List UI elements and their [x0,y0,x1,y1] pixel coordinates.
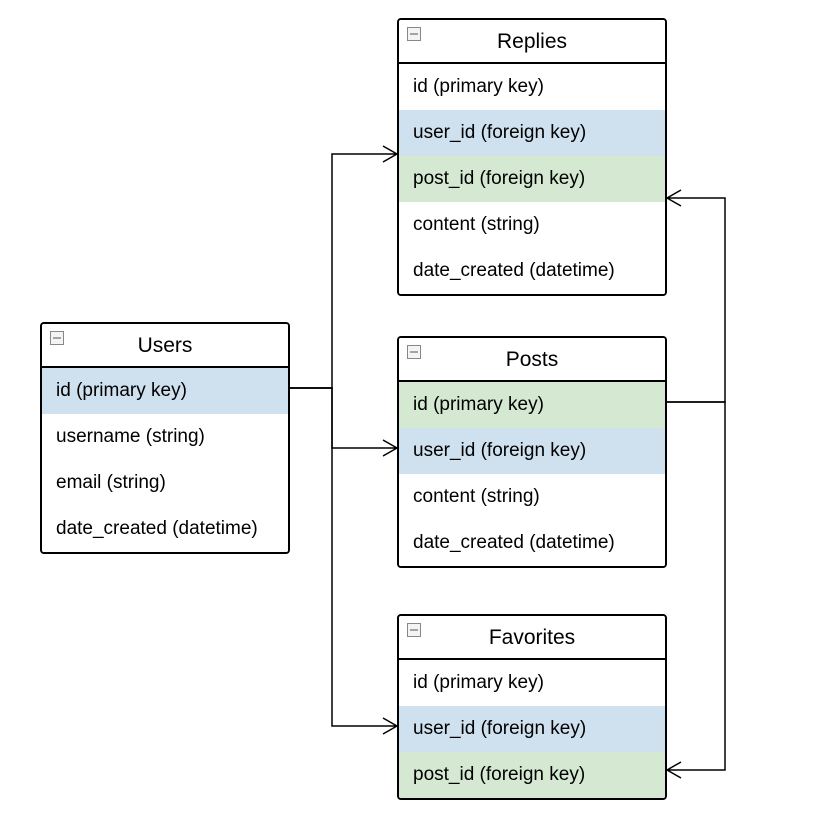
entity-favorites-header: Favorites [399,616,665,660]
entity-users-header: Users [42,324,288,368]
edge [290,388,383,726]
entity-replies-row-content: content (string) [399,202,665,248]
entity-title: Replies [497,30,567,53]
edge [667,198,725,402]
entity-posts-header: Posts [399,338,665,382]
crowfoot-icon [383,146,397,162]
entity-posts-row-datecreated: date_created (datetime) [399,520,665,566]
edge [290,154,383,388]
entity-users: Users id (primary key) username (string)… [40,322,290,554]
entity-posts-row-content: content (string) [399,474,665,520]
entity-replies-row-id: id (primary key) [399,64,665,110]
entity-users-row-email: email (string) [42,460,288,506]
entity-favorites-row-postid: post_id (foreign key) [399,752,665,798]
entity-posts: Posts id (primary key) user_id (foreign … [397,336,667,568]
minus-icon[interactable] [407,27,421,41]
er-diagram-canvas: Users id (primary key) username (string)… [0,0,835,815]
entity-replies-header: Replies [399,20,665,64]
entity-replies-row-userid: user_id (foreign key) [399,110,665,156]
entity-posts-row-userid: user_id (foreign key) [399,428,665,474]
edge [290,388,383,448]
entity-title: Favorites [489,626,575,649]
entity-replies: Replies id (primary key) user_id (foreig… [397,18,667,296]
edge [667,402,725,770]
entity-favorites: Favorites id (primary key) user_id (fore… [397,614,667,800]
entity-replies-row-datecreated: date_created (datetime) [399,248,665,294]
entity-users-row-datecreated: date_created (datetime) [42,506,288,552]
crowfoot-icon [383,718,397,734]
minus-icon[interactable] [407,345,421,359]
entity-title: Users [138,334,193,357]
crowfoot-icon [667,190,681,206]
entity-users-row-id: id (primary key) [42,368,288,414]
entity-posts-row-id: id (primary key) [399,382,665,428]
entity-favorites-row-userid: user_id (foreign key) [399,706,665,752]
entity-users-row-username: username (string) [42,414,288,460]
crowfoot-icon [667,762,681,778]
crowfoot-icon [383,440,397,456]
entity-title: Posts [506,348,559,371]
entity-favorites-row-id: id (primary key) [399,660,665,706]
minus-icon[interactable] [407,623,421,637]
entity-replies-row-postid: post_id (foreign key) [399,156,665,202]
minus-icon[interactable] [50,331,64,345]
